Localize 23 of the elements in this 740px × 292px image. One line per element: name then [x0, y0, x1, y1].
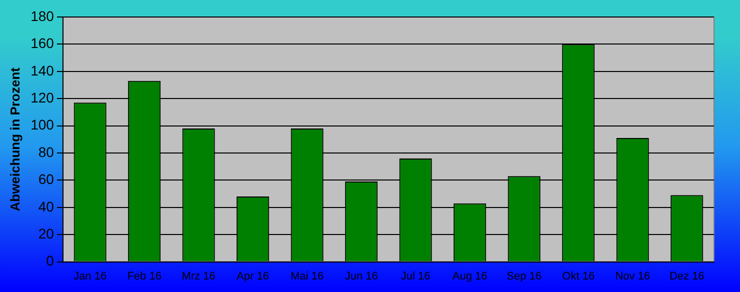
- y-tick-label: 60: [38, 171, 54, 188]
- y-tick-label: 160: [30, 35, 54, 52]
- y-axis-title: Abweichung in Prozent: [7, 66, 22, 212]
- y-tick-label: 0: [46, 252, 54, 269]
- y-tick-label: 20: [38, 225, 54, 242]
- y-tick-label: 80: [38, 144, 54, 160]
- y-tick-label: 140: [30, 62, 54, 78]
- x-tick-label: Jan 16: [74, 270, 107, 282]
- y-tick-label: 120: [30, 89, 54, 106]
- x-tick-label: Aug 16: [452, 270, 488, 282]
- x-tick-label: Jul 16: [400, 270, 430, 282]
- x-tick-label: Feb 16: [127, 270, 162, 282]
- y-tick-label: 100: [30, 116, 54, 133]
- x-tick-label: Mai 16: [290, 270, 324, 282]
- x-tick-label: Apr 16: [236, 270, 270, 282]
- x-tick-label: Jun 16: [344, 270, 378, 282]
- x-tick-label: Nov 16: [615, 270, 650, 282]
- y-tick-label: 40: [38, 198, 54, 214]
- x-tick-label: Mrz 16: [182, 270, 216, 282]
- y-tick-label: 180: [30, 8, 54, 24]
- x-tick-label: Okt 16: [562, 270, 595, 282]
- x-tick-label: Sep 16: [506, 270, 542, 282]
- x-tick-label: Dez 16: [669, 270, 704, 282]
